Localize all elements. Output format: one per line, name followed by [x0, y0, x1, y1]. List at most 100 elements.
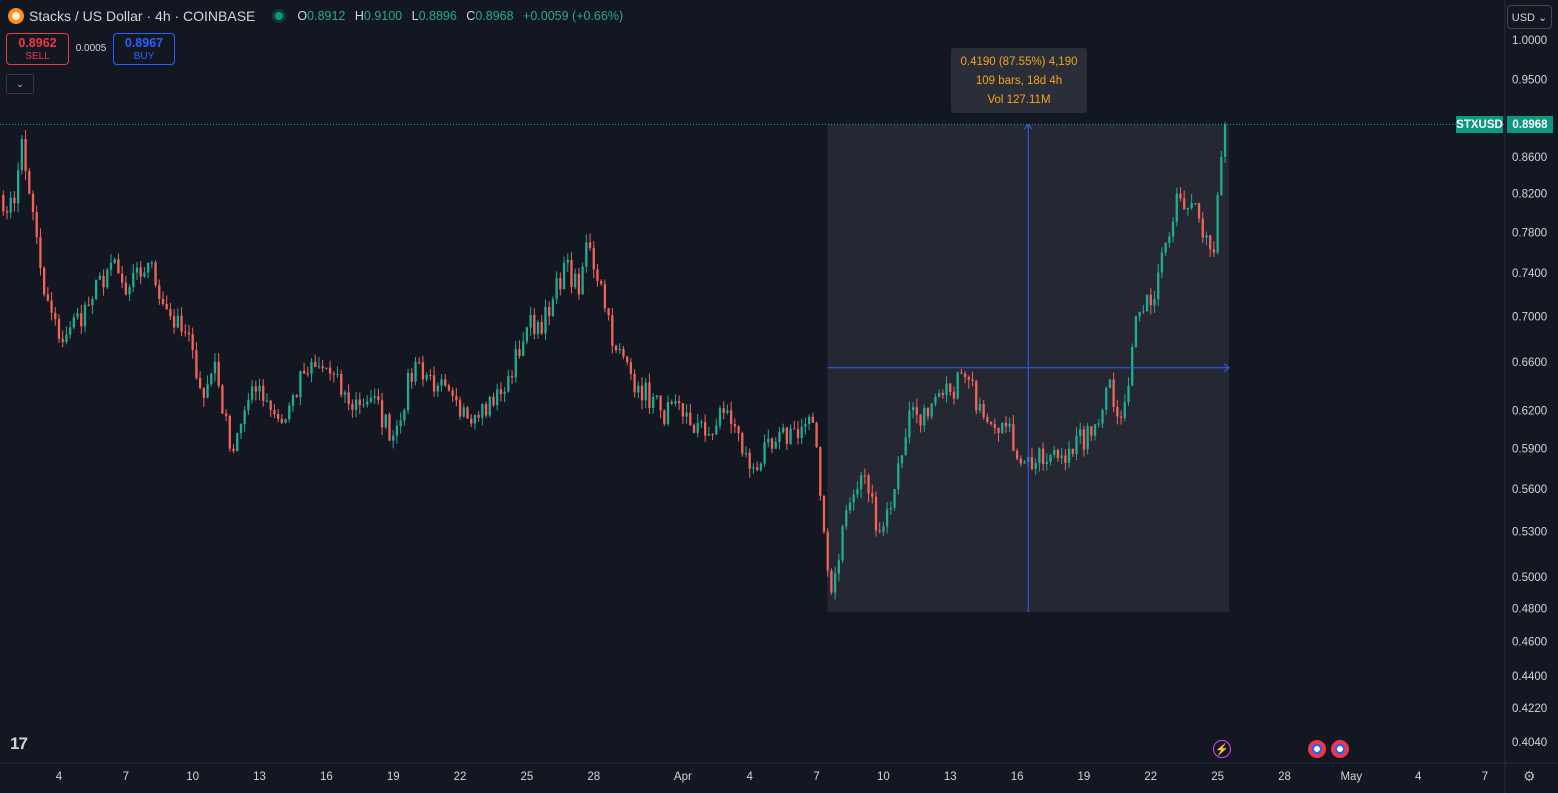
candle-body — [310, 361, 313, 374]
candle-body — [830, 570, 833, 593]
time-tick-label: 22 — [454, 771, 467, 783]
candle-body — [770, 438, 774, 449]
time-tick-label: 13 — [253, 771, 266, 783]
candle-body — [763, 442, 766, 464]
open-label: O — [297, 9, 308, 23]
candle-body — [755, 467, 759, 471]
candle-body — [652, 396, 655, 408]
symbol-title[interactable]: Stacks / US Dollar · 4h · COINBASE — [29, 8, 256, 24]
candle-body — [833, 573, 837, 593]
candle-body — [911, 407, 915, 411]
candle-body — [882, 526, 885, 532]
candle-body — [54, 312, 57, 320]
us-flag-event-icon[interactable] — [1331, 740, 1349, 758]
price-tick-label: 0.6600 — [1512, 357, 1547, 369]
candle-body — [1153, 299, 1156, 306]
candle-body — [362, 404, 365, 406]
buy-button[interactable]: 0.8967 BUY — [113, 33, 175, 65]
candle-body — [845, 510, 848, 527]
candle-body — [982, 404, 985, 418]
candle-body — [741, 433, 744, 454]
candle-body — [1171, 221, 1175, 237]
candle-body — [871, 493, 874, 497]
candle-body — [1201, 218, 1204, 238]
candle-body — [143, 272, 146, 277]
candle-body — [696, 423, 699, 433]
candle-body — [963, 373, 967, 377]
candle-body — [863, 475, 866, 477]
candle-body — [967, 376, 970, 380]
candle-body — [574, 273, 577, 288]
candle-body — [94, 279, 98, 300]
candle-body — [997, 427, 1000, 434]
candle-body — [989, 421, 993, 425]
candle-body — [336, 373, 339, 375]
us-flag-event-icon[interactable] — [1308, 740, 1326, 758]
candle-body — [187, 332, 191, 335]
candle-body — [146, 262, 150, 273]
sell-label: SELL — [25, 51, 50, 62]
event-lightning-icon[interactable]: ⚡ — [1213, 740, 1231, 758]
candle-body — [1194, 203, 1197, 205]
candle-body — [68, 327, 72, 335]
candle-body — [332, 373, 335, 375]
time-tick-label: 7 — [1482, 771, 1488, 783]
candle-body — [102, 275, 105, 288]
candle-body — [373, 396, 376, 398]
candle-body — [778, 432, 781, 442]
price-tick-label: 0.5300 — [1512, 527, 1547, 539]
collapse-legend-button[interactable]: ⌄ — [6, 74, 34, 94]
candle-body — [952, 391, 956, 399]
candle-body — [473, 415, 477, 424]
currency-select[interactable]: USD ⌄ — [1507, 5, 1552, 29]
candle-body — [581, 266, 584, 295]
candle-body — [934, 397, 937, 404]
candle-body — [529, 314, 532, 328]
candle-body — [184, 331, 187, 333]
candle-body — [302, 370, 306, 374]
candle-body — [470, 418, 473, 424]
time-tick-label: 4 — [747, 771, 754, 783]
candle-body — [321, 366, 324, 369]
sell-button[interactable]: 0.8962 SELL — [6, 33, 69, 65]
candle-body — [35, 212, 38, 238]
candle-body — [1179, 193, 1182, 199]
settings-gear-icon[interactable]: ⚙ — [1523, 768, 1536, 784]
tradingview-logo-icon[interactable]: 17 — [10, 734, 28, 753]
candle-body — [781, 427, 785, 433]
candle-body — [1082, 429, 1086, 450]
change-value: +0.0059 (+0.66%) — [523, 9, 624, 23]
candle-body — [135, 267, 139, 273]
candle-body — [737, 426, 740, 434]
candle-body — [1090, 426, 1093, 436]
candle-body — [232, 448, 235, 452]
candle-body — [436, 385, 439, 392]
candle-body — [1030, 457, 1034, 469]
candle-body — [239, 424, 243, 434]
time-tick-label: 19 — [1078, 771, 1091, 783]
candle-body — [726, 410, 729, 413]
time-axis: 4 7 10 13 16 19 22 25 28 Apr 4 7 10 13 16 19 22 25 28 May 4 7 — [56, 771, 1488, 783]
candle-body — [1131, 346, 1134, 386]
candle-body — [250, 386, 254, 400]
candle-body — [800, 426, 803, 438]
measure-lines-layer — [827, 123, 1230, 613]
candle-body — [1045, 461, 1048, 465]
candle-body — [380, 400, 384, 428]
candle-body — [919, 414, 922, 426]
candle-body — [384, 414, 387, 428]
candle-body — [444, 379, 447, 386]
candle-body — [499, 389, 503, 395]
candle-body — [577, 273, 581, 295]
candle-body — [1001, 422, 1004, 434]
candle-body — [585, 242, 588, 267]
candle-body — [522, 341, 525, 357]
candle-body — [815, 422, 818, 448]
candle-body — [221, 385, 224, 414]
candle-body — [176, 315, 179, 328]
candle-body — [626, 356, 629, 363]
candle-body — [937, 393, 941, 398]
candle-body — [640, 385, 644, 401]
candle-body — [377, 396, 380, 401]
